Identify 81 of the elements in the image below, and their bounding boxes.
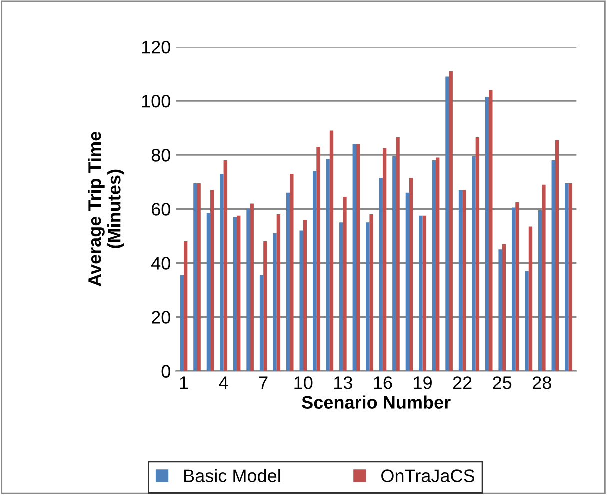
bar (206, 213, 211, 372)
bar (392, 156, 396, 372)
bar (502, 244, 506, 372)
bar (197, 183, 201, 372)
bar (542, 184, 546, 372)
bar (472, 156, 476, 372)
x-tick-label: 1 (180, 376, 188, 390)
bar (462, 190, 466, 372)
bar (326, 159, 330, 372)
bar (512, 208, 516, 372)
bar (260, 275, 264, 372)
bar (525, 271, 529, 372)
bar (220, 174, 224, 372)
bar (276, 214, 280, 372)
bar (485, 97, 490, 372)
bar (422, 216, 426, 372)
bar (316, 146, 320, 372)
bar (370, 214, 374, 372)
x-tick-label: 10 (294, 376, 313, 390)
bar (264, 242, 268, 372)
bar (246, 209, 250, 372)
bar (210, 190, 214, 372)
bar (498, 250, 502, 372)
y-tick-label: 100 (142, 94, 170, 108)
bar (458, 190, 463, 372)
bar (565, 183, 569, 372)
bar (303, 220, 308, 372)
y-tick-label: 120 (142, 40, 170, 54)
bar (180, 275, 184, 372)
y-axis-title: Average Trip Time (Minutes) (88, 132, 124, 286)
bar (568, 183, 572, 372)
y-tick-label: 40 (152, 257, 170, 270)
y-tick-label: 60 (152, 203, 170, 216)
x-tick-label: 4 (219, 376, 228, 390)
bar (516, 202, 520, 372)
bar (273, 233, 277, 372)
bar (356, 144, 360, 372)
bar (237, 216, 241, 372)
bar (233, 217, 238, 372)
bar (250, 204, 254, 372)
bar (410, 178, 414, 372)
x-tick-label: 22 (453, 376, 472, 390)
bar (340, 222, 344, 372)
bar (366, 222, 370, 372)
bar (184, 242, 188, 372)
x-tick-label: 13 (334, 376, 352, 390)
bar (300, 230, 304, 372)
bar (194, 183, 198, 372)
bar (449, 71, 453, 372)
x-tick-label: 7 (259, 376, 268, 390)
bar (552, 160, 556, 372)
bar (330, 130, 334, 372)
x-tick-label: 25 (493, 376, 512, 390)
y-tick-label: 80 (152, 149, 170, 162)
bar (224, 160, 228, 372)
x-tick-label: 28 (533, 376, 552, 390)
bar (343, 196, 347, 372)
bar (436, 158, 440, 372)
bar (382, 148, 387, 372)
bar (528, 226, 533, 372)
bar (446, 76, 450, 372)
legend-label: Basic Model (184, 469, 280, 482)
bar (312, 171, 317, 372)
bar (538, 210, 542, 372)
bar (432, 160, 436, 372)
bar (489, 90, 493, 372)
bar (352, 144, 356, 372)
bar (555, 140, 560, 372)
bar (396, 138, 400, 372)
x-axis-title: Scenario Number (302, 396, 451, 409)
bar (406, 192, 410, 372)
bar (379, 178, 383, 372)
legend-label: OnTraJaCS (382, 470, 474, 482)
x-tick-label: 16 (374, 376, 392, 390)
y-tick-label: 20 (152, 311, 170, 324)
bar (476, 138, 480, 372)
bar (290, 174, 294, 372)
bar (286, 192, 290, 372)
x-tick-label: 19 (414, 376, 432, 390)
bar (419, 216, 423, 372)
y-tick-label: 0 (162, 365, 170, 378)
